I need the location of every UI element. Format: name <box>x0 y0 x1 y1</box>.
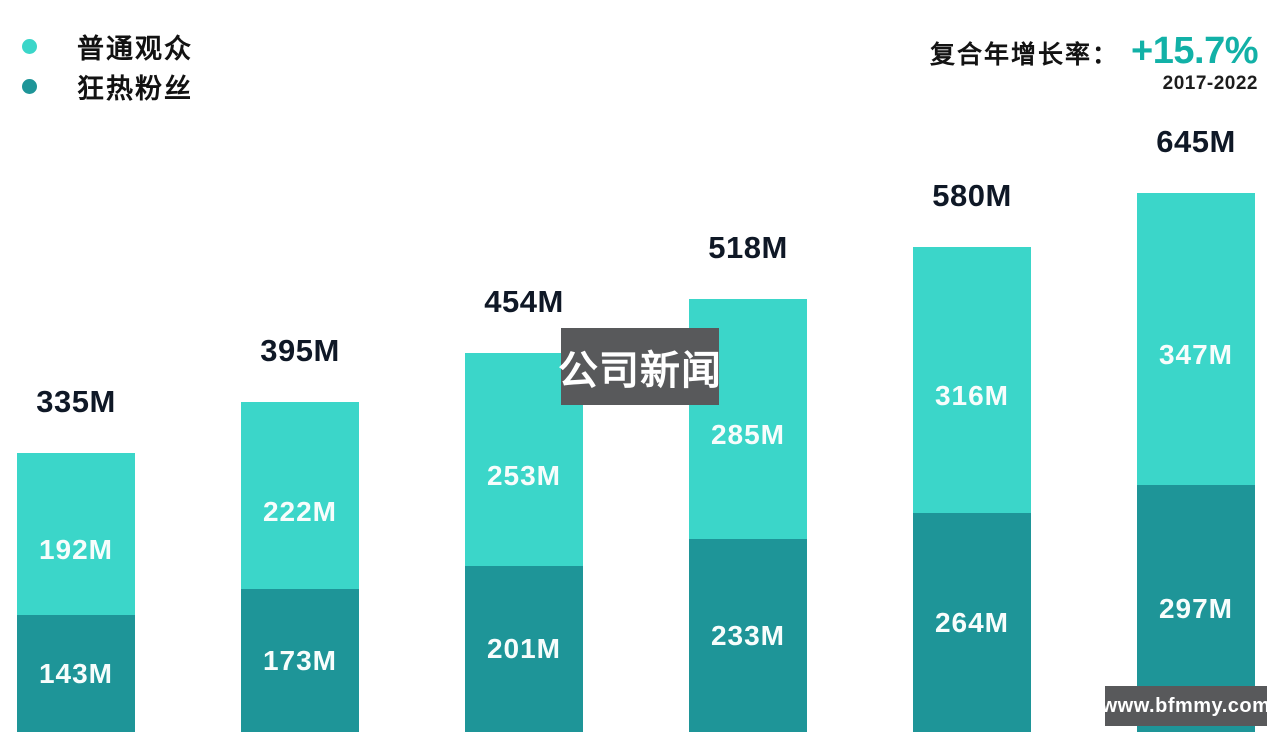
cagr-value: +15.7% <box>1131 30 1258 72</box>
company-news-overlay: 公司新闻 <box>558 328 722 405</box>
bar-segment-hardcore-fans: 143M <box>17 615 135 732</box>
bar-total-label: 518M <box>708 230 788 265</box>
segment-value-label: 316M <box>934 380 1010 411</box>
bar-segment-general-audience: 347M <box>1137 193 1255 485</box>
watermark: www.bfmmy.com <box>1102 686 1270 726</box>
segment-value-label: 347M <box>1158 339 1234 370</box>
segment-value-label: 143M <box>38 657 114 689</box>
bar-total-label: 395M <box>260 333 340 368</box>
segment-value-label: 297M <box>1158 592 1234 624</box>
segment-value-label: 192M <box>38 534 114 565</box>
bar-segment-general-audience: 253M <box>465 353 583 566</box>
legend-item-hardcore-fans: 狂热粉丝 <box>14 66 193 106</box>
bar-segment-hardcore-fans: 264M <box>913 513 1031 732</box>
bar-segment-hardcore-fans: 201M <box>465 566 583 732</box>
watermark-text: www.bfmmy.com <box>1101 694 1271 717</box>
cagr-period: 2017-2022 <box>1162 73 1258 94</box>
segment-value-label: 173M <box>262 644 338 676</box>
company-news-text: 公司新闻 <box>558 348 722 393</box>
legend: 普通观众 狂热粉丝 <box>14 26 193 106</box>
cagr-label: 复合年增长率： <box>930 40 1120 69</box>
cagr-annotation: 复合年增长率： +15.7% 2017-2022 <box>930 32 1258 95</box>
segment-value-label: 253M <box>486 459 562 491</box>
legend-dot-light-teal-icon <box>22 38 37 54</box>
bar-total-label: 645M <box>1156 124 1236 159</box>
bar-segment-general-audience: 222M <box>241 402 359 589</box>
legend-dot-dark-teal-icon <box>22 78 37 94</box>
bar-segment-general-audience: 192M <box>17 453 135 615</box>
legend-item-general-audience: 普通观众 <box>14 26 193 66</box>
bar-segment-hardcore-fans: 173M <box>241 589 359 732</box>
bar-total-label: 454M <box>484 284 564 319</box>
legend-label: 狂热粉丝 <box>77 73 193 105</box>
segment-value-label: 222M <box>262 495 338 527</box>
segment-value-label: 264M <box>934 606 1010 638</box>
legend-label: 普通观众 <box>77 33 193 65</box>
bar-total-label: 580M <box>932 178 1012 213</box>
bar-total-label: 335M <box>36 384 116 419</box>
bar-segment-hardcore-fans: 233M <box>689 539 807 732</box>
bar-segment-general-audience: 316M <box>913 247 1031 513</box>
segment-value-label: 201M <box>486 633 562 664</box>
cagr-row: 复合年增长率： +15.7% <box>930 32 1258 71</box>
segment-value-label: 233M <box>710 619 786 651</box>
segment-value-label: 285M <box>710 419 786 450</box>
